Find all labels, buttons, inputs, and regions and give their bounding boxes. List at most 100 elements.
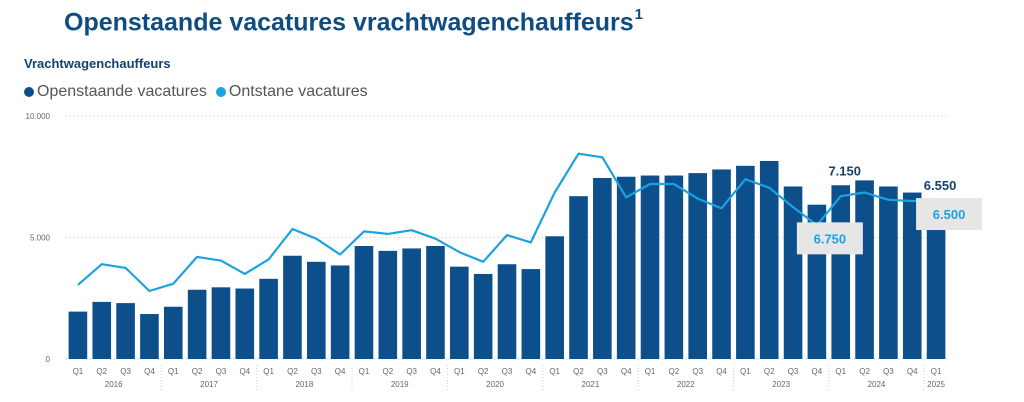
x-tick-label: Q4	[239, 367, 250, 376]
data-label-box	[796, 222, 863, 255]
x-tick-label: Q1	[168, 367, 179, 376]
x-year-label: 2020	[486, 380, 504, 389]
x-tick-label: Q4	[812, 367, 823, 376]
bar	[354, 246, 374, 359]
bar	[569, 196, 588, 359]
x-tick-label: Q1	[549, 367, 560, 376]
bar	[521, 269, 541, 359]
x-tick-label: Q3	[502, 367, 513, 376]
data-label-openstaande: 7.150	[828, 163, 861, 178]
bar	[163, 306, 183, 359]
x-year-label: 2022	[677, 380, 695, 389]
x-tick-label: Q1	[263, 367, 274, 376]
x-year-label: 2021	[582, 380, 600, 389]
bar	[593, 177, 612, 359]
bar	[259, 278, 278, 359]
x-tick-label: Q4	[526, 367, 537, 376]
y-tick-label: 10.000	[26, 112, 51, 121]
bar	[473, 273, 493, 359]
x-tick-label: Q1	[931, 367, 942, 376]
x-tick-label: Q3	[216, 367, 227, 376]
title-footnote-marker: 1	[634, 6, 643, 23]
x-tick-label: Q1	[454, 367, 465, 376]
x-tick-label: Q3	[692, 367, 703, 376]
x-tick-label: Q4	[907, 367, 918, 376]
x-year-label: 2016	[105, 380, 123, 389]
data-label-openstaande: 6.550	[924, 178, 957, 193]
bar	[759, 160, 779, 359]
x-year-label: 2019	[391, 380, 409, 389]
bar	[545, 236, 564, 359]
bar	[879, 186, 898, 359]
x-tick-label: Q2	[478, 367, 489, 376]
bar	[283, 255, 302, 359]
x-tick-label: Q1	[645, 367, 656, 376]
bar	[736, 165, 755, 359]
bar	[116, 303, 135, 359]
bar	[855, 180, 874, 359]
bar	[68, 311, 88, 359]
y-tick-label: 5.000	[30, 234, 51, 243]
x-tick-label: Q3	[120, 367, 131, 376]
x-year-label: 2023	[772, 380, 790, 389]
legend-dot-openstaande	[24, 87, 34, 97]
bar	[211, 287, 231, 359]
chart-subtitle: Vrachtwagenchauffeurs	[24, 56, 171, 71]
data-label-box	[916, 198, 983, 231]
bar	[616, 176, 636, 359]
bar	[187, 289, 207, 359]
bar	[640, 175, 660, 359]
x-year-label: 2025	[927, 380, 945, 389]
bar	[307, 261, 326, 359]
x-tick-label: Q2	[764, 367, 775, 376]
bar	[378, 250, 398, 359]
x-tick-label: Q4	[621, 367, 632, 376]
x-tick-label: Q3	[311, 367, 322, 376]
x-tick-label: Q1	[740, 367, 751, 376]
bar	[450, 266, 469, 359]
x-tick-label: Q4	[144, 367, 155, 376]
bar	[926, 199, 946, 359]
bar	[712, 169, 731, 359]
bar	[330, 265, 350, 359]
bar	[426, 246, 445, 359]
legend-label-openstaande: Openstaande vacatures	[37, 83, 207, 100]
bar	[664, 175, 684, 359]
x-tick-label: Q3	[597, 367, 608, 376]
x-tick-label: Q2	[669, 367, 680, 376]
x-tick-label: Q4	[430, 367, 441, 376]
bar	[402, 248, 421, 359]
bar	[140, 314, 159, 359]
x-tick-label: Q2	[96, 367, 107, 376]
bar	[235, 288, 255, 359]
series-line-ontstane	[77, 152, 937, 293]
legend-item-openstaande[interactable]: Openstaande vacatures	[24, 83, 207, 101]
data-label-ontstane: 6.750	[814, 231, 847, 246]
x-tick-label: Q3	[406, 367, 417, 376]
legend-dot-ontstane	[215, 87, 226, 97]
x-tick-label: Q1	[359, 367, 370, 376]
x-tick-label: Q2	[573, 367, 584, 376]
x-tick-label: Q3	[788, 367, 799, 376]
x-tick-label: Q1	[73, 367, 84, 376]
x-tick-label: Q2	[859, 367, 870, 376]
x-tick-label: Q2	[287, 367, 298, 376]
bar	[688, 173, 707, 359]
legend-item-ontstane[interactable]: Ontstane vacatures	[215, 83, 368, 101]
x-year-label: 2024	[868, 380, 886, 389]
x-year-label: 2017	[200, 380, 218, 389]
bar	[831, 185, 851, 359]
x-tick-label: Q4	[716, 367, 727, 376]
y-tick-label: 0	[46, 355, 51, 364]
chart-legend: Openstaande vacatures Ontstane vacatures	[24, 83, 377, 101]
bar	[92, 301, 112, 359]
chart-title: Openstaande vacatures vrachtwagenchauffe…	[64, 6, 643, 37]
x-tick-label: Q3	[883, 367, 894, 376]
x-tick-label: Q2	[382, 367, 393, 376]
bar	[497, 264, 517, 359]
data-label-ontstane: 6.500	[933, 207, 966, 222]
x-year-label: 2018	[295, 380, 313, 389]
x-tick-label: Q4	[335, 367, 346, 376]
x-tick-label: Q1	[835, 367, 846, 376]
